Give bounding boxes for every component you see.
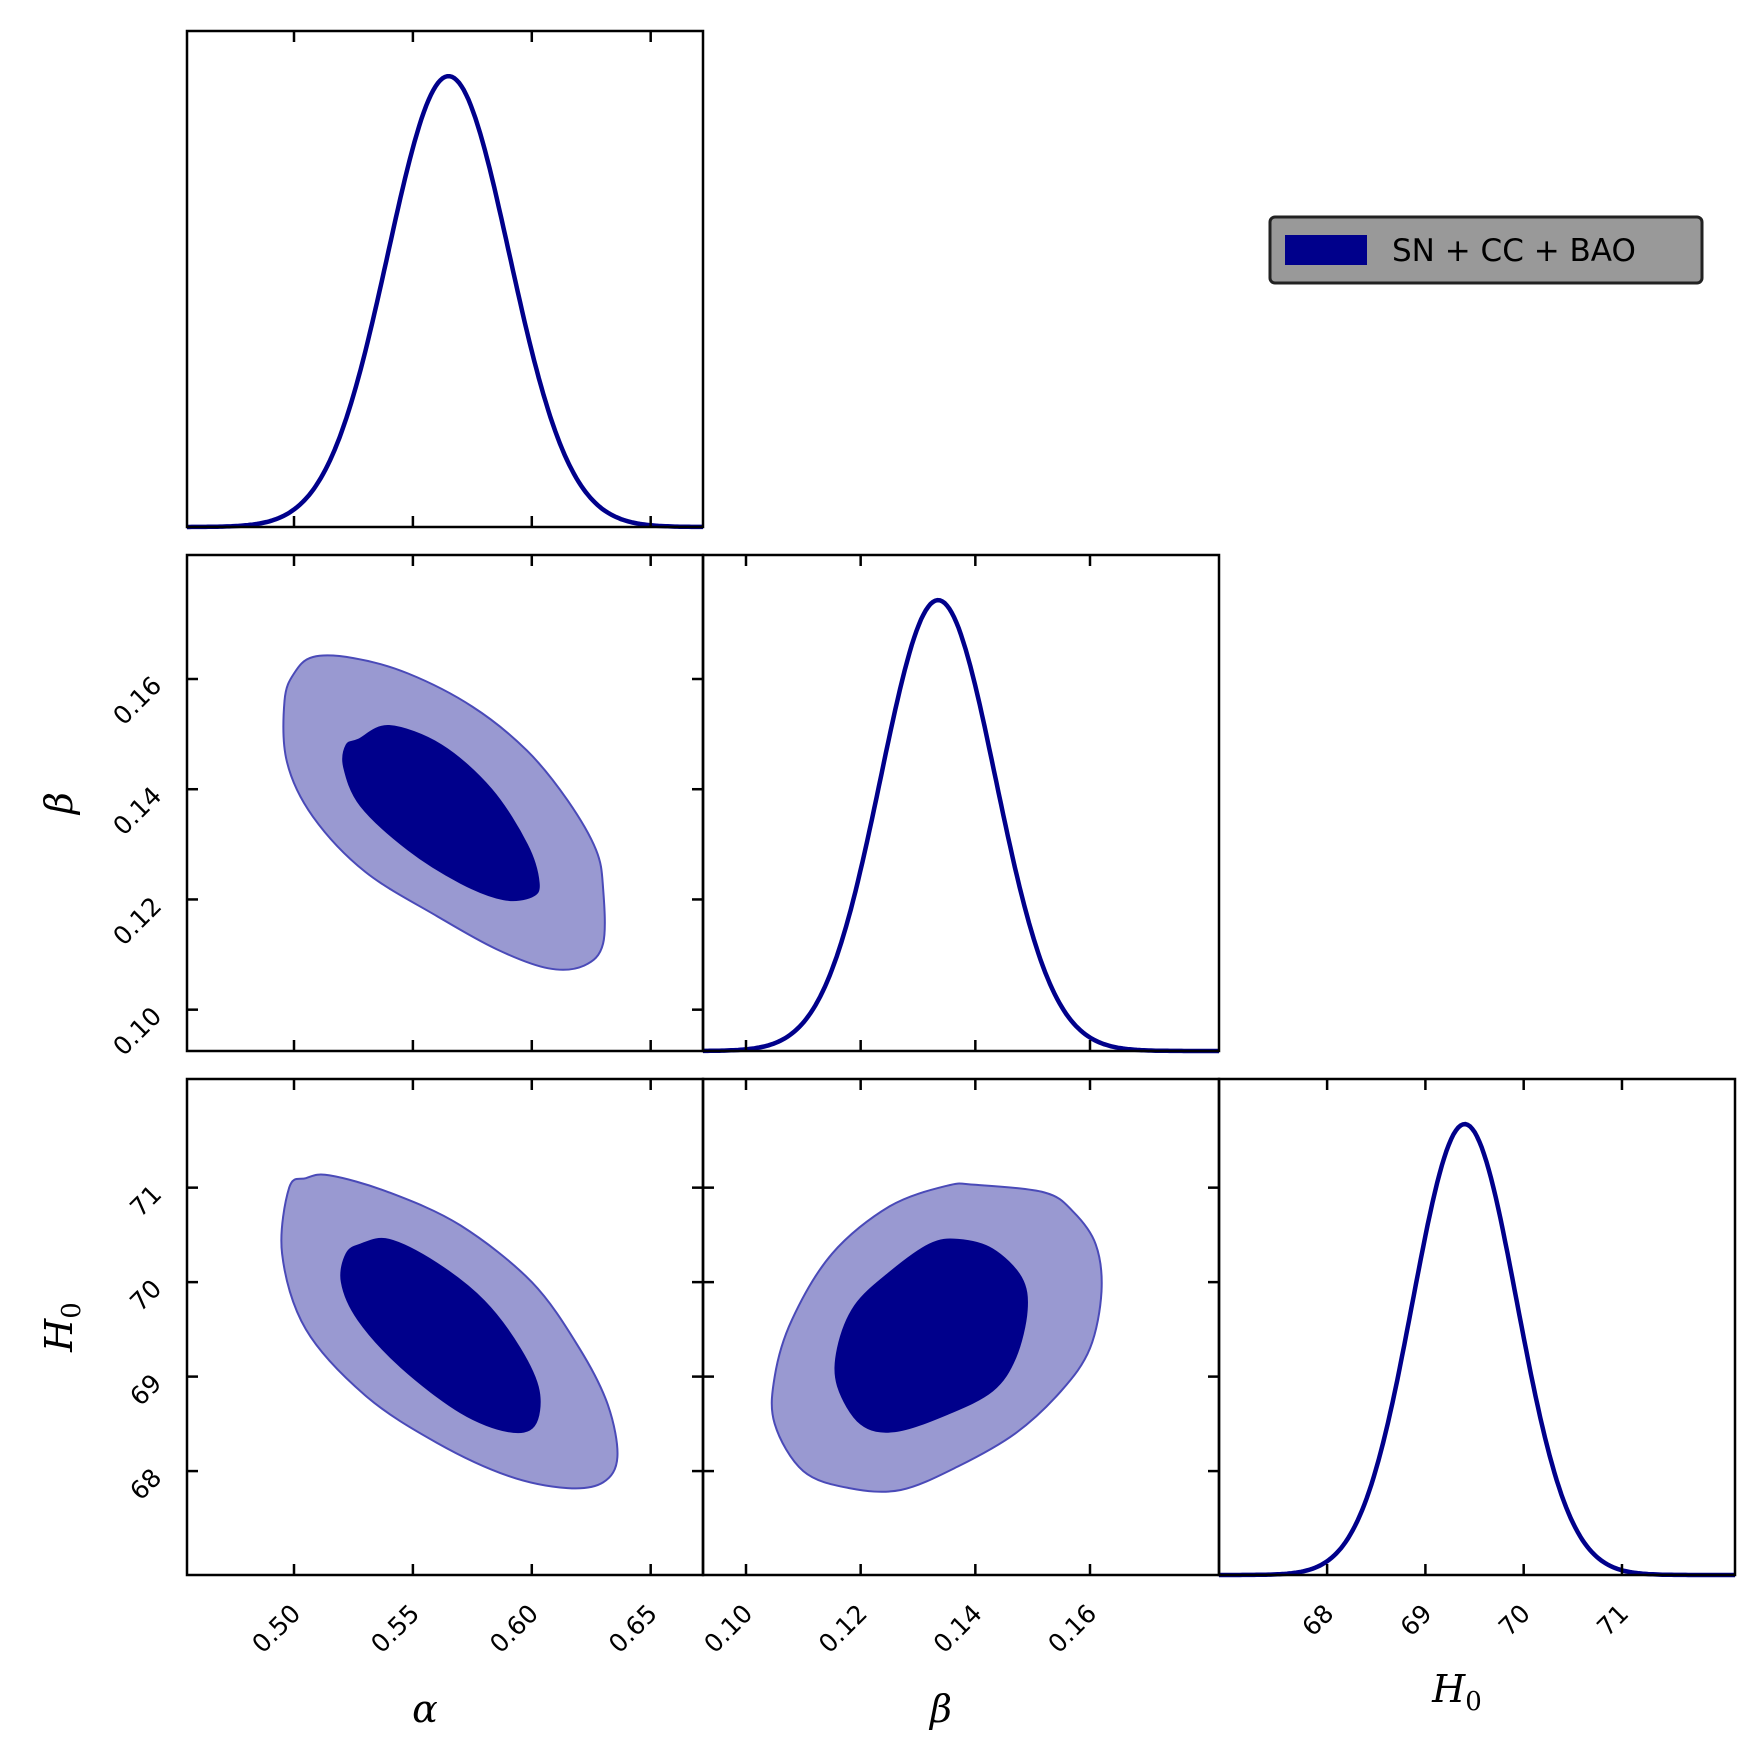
y-tick-label-beta: 0.16 <box>107 671 167 731</box>
marginal-beta <box>703 597 1219 1054</box>
y-tick-label-H0: 68 <box>124 1463 167 1506</box>
contour-alpha-beta <box>282 654 606 971</box>
x-tick-label-alpha: 0.65 <box>603 1599 663 1659</box>
contour-1sigma-alpha-beta <box>342 725 540 902</box>
y-tick-label-H0: 69 <box>124 1368 167 1411</box>
contour-alpha-H0 <box>280 1173 619 1490</box>
y-tick-label-H0: 71 <box>124 1179 167 1222</box>
panel-frame-2-2 <box>1217 1077 1737 1577</box>
x-tick-label-H0: 70 <box>1493 1599 1536 1642</box>
contour-beta-H0 <box>770 1182 1103 1493</box>
x-tick-label-beta: 0.10 <box>698 1599 758 1659</box>
x-tick-label-beta: 0.12 <box>813 1599 873 1659</box>
y-tick-label-H0: 70 <box>124 1274 167 1317</box>
marginal-H0 <box>1219 1121 1735 1578</box>
x-axis-label-H0: H0 <box>1431 1667 1482 1717</box>
x-tick-label-alpha: 0.50 <box>246 1599 306 1659</box>
x-tick-label-H0: 71 <box>1591 1599 1634 1642</box>
marginal-alpha <box>187 73 703 530</box>
contour-1sigma-alpha-H0 <box>340 1237 541 1434</box>
x-axis-label-beta: β <box>928 1687 952 1731</box>
marginal-curve-alpha <box>187 73 703 530</box>
y-tick-label-beta: 0.12 <box>107 891 167 951</box>
y-tick-label-beta: 0.10 <box>107 1001 167 1061</box>
legend-box <box>1268 215 1704 285</box>
legend-label: SN + CC + BAO <box>1392 233 1636 269</box>
x-tick-label-alpha: 0.55 <box>365 1599 425 1659</box>
x-tick-label-H0: 69 <box>1395 1599 1438 1642</box>
panel-frame-1-1 <box>701 553 1221 1053</box>
marginal-curve-H0 <box>1219 1121 1735 1578</box>
contour-1sigma-beta-H0 <box>834 1238 1028 1433</box>
x-tick-label-beta: 0.14 <box>928 1599 988 1659</box>
x-tick-label-H0: 68 <box>1296 1599 1339 1642</box>
marginal-curve-beta <box>703 597 1219 1054</box>
x-tick-label-beta: 0.16 <box>1042 1599 1102 1659</box>
y-tick-label-beta: 0.14 <box>107 781 167 841</box>
x-axis-label-alpha: α <box>412 1687 438 1731</box>
y-axis-label-beta: β <box>37 792 81 816</box>
legend: SN + CC + BAO <box>1268 215 1704 285</box>
panel-frame-0-0 <box>185 29 705 529</box>
y-axis-label-H0: H0 <box>37 1302 87 1353</box>
x-tick-label-alpha: 0.60 <box>484 1599 544 1659</box>
legend-swatch <box>1285 235 1367 265</box>
